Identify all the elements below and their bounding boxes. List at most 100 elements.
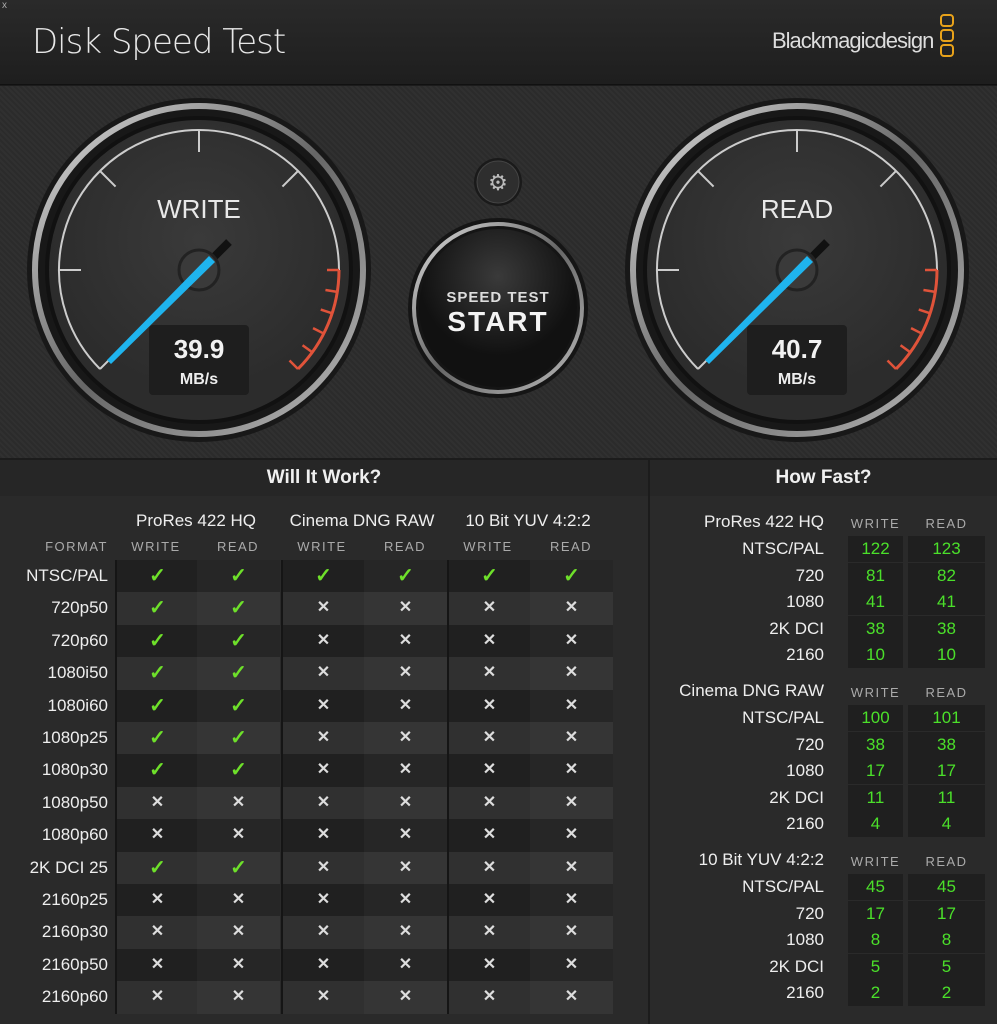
check-icon: ✓: [115, 624, 198, 658]
read-speed: 2: [908, 980, 985, 1007]
cross-icon: ✕: [115, 948, 198, 982]
cross-icon: ✕: [530, 916, 613, 949]
cross-icon: ✕: [447, 819, 530, 852]
cross-icon: ✕: [364, 786, 447, 820]
write-speed: 41: [848, 589, 903, 616]
settings-button[interactable]: ⚙: [474, 158, 522, 206]
format-label: 1080p25: [41, 728, 108, 747]
cross-icon: ✕: [447, 624, 530, 658]
cross-icon: ✕: [281, 722, 364, 755]
check-icon: ✓: [115, 754, 198, 787]
check-icon: ✓: [197, 657, 280, 690]
cross-icon: ✕: [281, 981, 364, 1014]
cross-icon: ✕: [530, 851, 613, 884]
read-needle: [705, 256, 813, 364]
cross-icon: ✕: [281, 948, 364, 982]
subcol-header: READ: [383, 539, 427, 554]
write-speed: 100: [848, 705, 903, 731]
cross-icon: ✕: [281, 851, 364, 884]
cross-icon: ✕: [530, 722, 613, 755]
read-speed: 4: [908, 811, 985, 838]
cross-icon: ✕: [115, 981, 198, 1014]
write-speed: 81: [848, 562, 903, 589]
write-speed: 11: [848, 784, 903, 811]
cross-icon: ✕: [197, 884, 280, 917]
subcol-header: READ: [216, 539, 260, 554]
start-line2: START: [447, 306, 548, 337]
read-gauge: READ 40.7 MB/s: [625, 98, 969, 442]
check-icon: ✓: [364, 560, 447, 593]
format-label: 2160p25: [41, 890, 108, 909]
cross-icon: ✕: [281, 754, 364, 787]
app-title: Disk Speed Test: [32, 22, 286, 62]
cross-icon: ✕: [530, 624, 613, 658]
brand-name: Blackmagicdesign: [772, 28, 934, 53]
read-header: READ: [925, 854, 968, 869]
read-gauge-label: READ: [761, 194, 833, 224]
cross-icon: ✕: [197, 786, 280, 820]
format-label: NTSC/PAL: [26, 566, 108, 585]
resolution-label: 720: [795, 903, 824, 923]
write-header: WRITE: [850, 516, 901, 531]
group-header: ProRes 422 HQ: [136, 511, 256, 530]
write-speed: 2: [848, 980, 903, 1007]
check-icon: ✓: [115, 851, 198, 884]
resolution-label: 2K DCI: [769, 787, 824, 807]
cross-icon: ✕: [530, 819, 613, 852]
format-label: 2160p30: [41, 922, 108, 942]
read-speed: 17: [908, 758, 985, 785]
close-button[interactable]: x: [2, 0, 7, 11]
cross-icon: ✕: [530, 689, 613, 722]
format-label: 2160p60: [41, 987, 108, 1007]
cross-icon: ✕: [530, 948, 613, 982]
cross-icon: ✕: [530, 657, 613, 690]
check-icon: ✓: [115, 560, 198, 593]
cross-icon: ✕: [281, 884, 364, 917]
resolution-label: NTSC/PAL: [742, 708, 824, 727]
cross-icon: ✕: [364, 851, 447, 884]
check-icon: ✓: [197, 689, 280, 722]
read-value: 40.7: [772, 334, 823, 364]
resolution-label: 1080: [786, 761, 824, 781]
cross-icon: ✕: [364, 819, 447, 852]
cross-icon: ✕: [530, 981, 613, 1014]
cross-icon: ✕: [364, 981, 447, 1014]
resolution-label: 2160: [786, 645, 824, 665]
cross-icon: ✕: [530, 786, 613, 820]
cross-icon: ✕: [115, 884, 198, 917]
subcol-header: WRITE: [297, 539, 347, 554]
cross-icon: ✕: [447, 916, 530, 949]
cross-icon: ✕: [197, 819, 280, 852]
cross-icon: ✕: [447, 722, 530, 755]
read-speed: 8: [908, 927, 985, 954]
cross-icon: ✕: [197, 981, 280, 1014]
write-speed: 10: [848, 642, 903, 669]
cross-icon: ✕: [447, 851, 530, 884]
read-speed: 10: [908, 642, 985, 669]
read-speed: 41: [908, 589, 985, 616]
cross-icon: ✕: [447, 754, 530, 787]
cross-icon: ✕: [115, 916, 198, 949]
cross-icon: ✕: [447, 592, 530, 625]
cross-icon: ✕: [364, 689, 447, 722]
write-speed: 8: [848, 927, 903, 954]
write-unit: MB/s: [180, 371, 218, 388]
subcol-header: WRITE: [131, 539, 181, 554]
cross-icon: ✕: [364, 884, 447, 917]
format-label: 1080p60: [41, 825, 108, 845]
resolution-label: NTSC/PAL: [742, 877, 824, 896]
cross-icon: ✕: [115, 786, 198, 820]
read-speed: 38: [908, 731, 985, 758]
start-button[interactable]: SPEED TEST START: [408, 218, 588, 398]
check-icon: ✓: [530, 560, 613, 593]
cross-icon: ✕: [115, 819, 198, 852]
resolution-label: 2160: [786, 814, 824, 834]
cross-icon: ✕: [364, 754, 447, 787]
check-icon: ✓: [115, 689, 198, 722]
read-speed: 38: [908, 615, 985, 642]
format-label: 2160p50: [41, 954, 108, 974]
cross-icon: ✕: [281, 689, 364, 722]
check-icon: ✓: [197, 560, 280, 593]
resolution-label: 2160: [786, 983, 824, 1003]
gauges-svg: WRITE 39.9 MB/s READ 40.7 MB/s ⚙ SPEED TEST …: [27, 98, 969, 442]
